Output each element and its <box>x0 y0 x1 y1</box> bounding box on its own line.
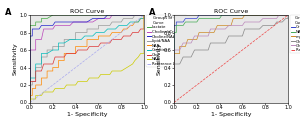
X-axis label: 1- Specificity: 1- Specificity <box>211 112 251 117</box>
Title: ROC Curve: ROC Curve <box>214 9 248 14</box>
Legend: Cr, NAA, myo, Glu_NAA, Glu_NAA, Reference Line: Cr, NAA, myo, Glu_NAA, Glu_NAA, Referenc… <box>290 15 300 53</box>
X-axis label: 1- Specificity: 1- Specificity <box>67 112 107 117</box>
Text: A: A <box>149 8 155 17</box>
Title: ROC Curve: ROC Curve <box>70 9 104 14</box>
Y-axis label: Sensitivity: Sensitivity <box>13 42 18 75</box>
Text: A: A <box>5 8 11 17</box>
Y-axis label: Sensitivity: Sensitivity <box>157 42 162 75</box>
Legend: Lactate, Choline/ Creatine, Choline/NAA, Lipid/NAA, NAA, Creatine, Cho, NAA, Ref: Lactate, Choline/ Creatine, Choline/NAA,… <box>146 15 187 67</box>
